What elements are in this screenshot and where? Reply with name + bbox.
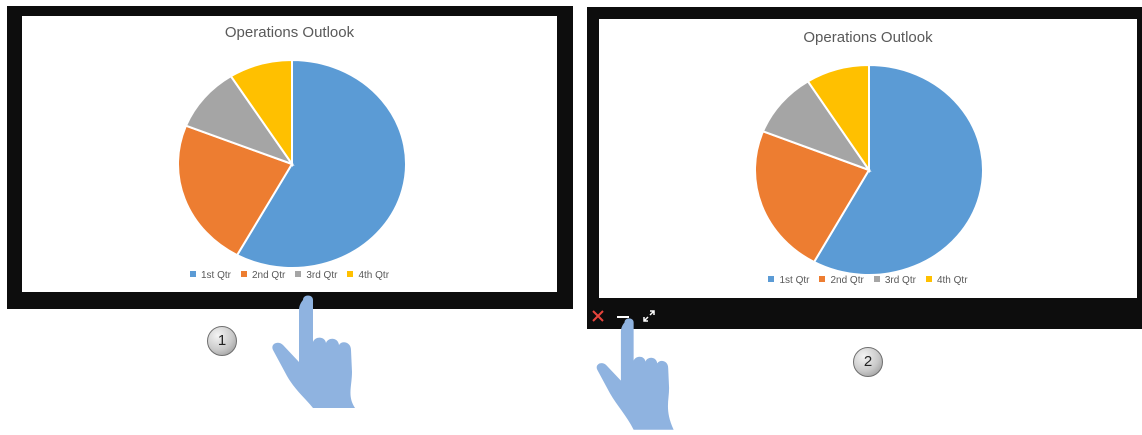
window-toolbar <box>587 305 667 327</box>
step-2-badge: 2 <box>853 347 883 377</box>
slide-canvas[interactable]: Operations Outlook 1st Qtr 2nd Qtr 3rd Qtr… <box>22 16 557 292</box>
legend-label: 3rd Qtr <box>306 270 338 281</box>
legend-item: 2nd Qtr <box>240 270 286 281</box>
legend-swatch <box>925 276 932 283</box>
pie-slice-3[interactable] <box>184 74 295 167</box>
legend-swatch <box>347 271 354 278</box>
expand-icon[interactable] <box>640 307 658 325</box>
legend-label: 1st Qtr <box>200 270 231 281</box>
step-1-badge: 1 <box>207 326 237 356</box>
legend-label: 2nd Qtr <box>830 275 864 286</box>
legend-item: 4th Qtr <box>925 275 968 286</box>
pie-slice-2[interactable] <box>177 124 294 257</box>
legend-label: 4th Qtr <box>936 275 968 286</box>
pointing-hand-icon <box>596 318 674 430</box>
slide-window-1: Operations Outlook 1st Qtr 2nd Qtr 3rd Qtr… <box>7 6 573 309</box>
legend-swatch <box>189 271 196 278</box>
legend-label: 2nd Qtr <box>251 270 286 281</box>
legend-item: 2nd Qtr <box>819 275 864 286</box>
legend-item: 4th Qtr <box>347 270 389 281</box>
pie-slice-1[interactable] <box>235 58 407 269</box>
legend-label: 4th Qtr <box>358 270 390 281</box>
legend-label: 3rd Qtr <box>884 275 916 286</box>
slide-window-2: Operations Outlook 1st Qtr 2nd Qtr 3rd Qtr… <box>587 7 1142 329</box>
pie-slice-1[interactable] <box>812 63 984 276</box>
pie-slice-2[interactable] <box>754 130 871 264</box>
legend-item: 1st Qtr <box>768 275 809 286</box>
legend-swatch <box>768 276 775 283</box>
chart-legend: 1st Qtr 2nd Qtr 3rd Qtr 4th Qtr <box>22 270 557 281</box>
chart-title: Operations Outlook <box>224 24 355 41</box>
legend-item: 3rd Qtr <box>873 275 916 286</box>
pointing-hand-icon <box>272 295 355 408</box>
close-icon[interactable] <box>589 307 607 325</box>
pie-chart[interactable] <box>749 59 989 281</box>
minimize-icon[interactable] <box>614 307 632 325</box>
legend-swatch <box>240 271 247 278</box>
chart-title: Operations Outlook <box>803 29 933 46</box>
legend-swatch <box>873 276 880 283</box>
pie-slice-4[interactable] <box>229 58 293 168</box>
pie-slice-3[interactable] <box>761 80 872 173</box>
chart-legend: 1st Qtr 2nd Qtr 3rd Qtr 4th Qtr <box>599 275 1137 286</box>
pie-chart[interactable] <box>172 54 412 274</box>
legend-label: 1st Qtr <box>779 275 810 286</box>
slide-canvas[interactable]: Operations Outlook 1st Qtr 2nd Qtr 3rd Qtr… <box>599 19 1137 298</box>
legend-item: 1st Qtr <box>189 270 231 281</box>
pie-slice-4[interactable] <box>806 63 870 174</box>
legend-swatch <box>819 276 826 283</box>
legend-item: 3rd Qtr <box>295 270 337 281</box>
legend-swatch <box>295 271 302 278</box>
